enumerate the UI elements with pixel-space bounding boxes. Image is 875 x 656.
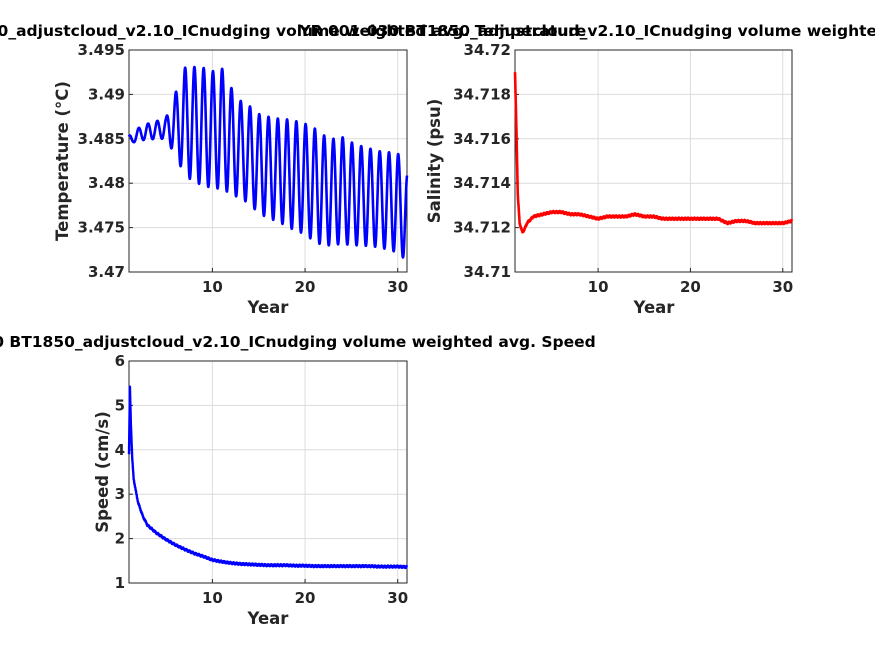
temperature-y-ticks: 3.47 3.475 3.48 3.485 3.49 3.495	[78, 41, 133, 281]
temperature-y-tick-label: 3.495	[78, 41, 125, 59]
temperature-x-tick-label: 30	[387, 278, 408, 296]
speed-x-tick-label: 10	[202, 589, 223, 607]
speed-x-ticks: 10 20 30	[202, 579, 408, 607]
salinity-x-tick-label: 20	[680, 278, 701, 296]
speed-grid	[129, 360, 407, 584]
salinity-y-tick-label: 34.714	[453, 174, 511, 192]
speed-y-tick-label: 3	[115, 485, 125, 503]
speed-x-label: Year	[247, 609, 290, 628]
temperature-y-label: Temperature (°C)	[53, 81, 72, 241]
salinity-title: YR 001-030 BT1850_adjustcloud_v2.10_ICnu…	[298, 22, 875, 40]
speed-y-tick-label: 1	[115, 574, 125, 592]
salinity-y-tick-label: 34.718	[453, 85, 511, 103]
speed-series-line	[127, 385, 409, 570]
temperature-plot-area	[128, 49, 408, 273]
temperature-y-tick-label: 3.48	[88, 174, 125, 192]
temperature-series-line	[127, 65, 409, 259]
salinity-y-tick-label: 34.71	[464, 263, 511, 281]
speed-y-tick-label: 6	[115, 352, 125, 370]
salinity-y-tick-label: 34.712	[453, 219, 511, 237]
speed-panel: YR 001-030 BT1850_adjustcloud_v2.10_ICnu…	[0, 333, 596, 628]
temperature-y-tick-label: 3.475	[78, 219, 125, 237]
temperature-x-label: Year	[247, 298, 290, 317]
salinity-grid	[515, 49, 792, 273]
temperature-y-tick-label: 3.485	[78, 130, 125, 148]
speed-y-tick-label: 2	[115, 530, 125, 548]
speed-y-tick-label: 4	[115, 441, 125, 459]
salinity-x-ticks: 10 20 30	[588, 268, 793, 296]
speed-plot-area	[128, 360, 408, 584]
salinity-plot-area	[514, 49, 793, 273]
salinity-y-ticks: 34.71 34.712 34.714 34.716 34.718 34.72	[453, 41, 519, 281]
salinity-x-tick-label: 30	[772, 278, 793, 296]
temperature-title: YR 001-030 BT1850_adjustcloud_v2.10_ICnu…	[0, 22, 586, 40]
salinity-x-tick-label: 10	[588, 278, 609, 296]
speed-title: YR 001-030 BT1850_adjustcloud_v2.10_ICnu…	[0, 333, 596, 351]
temperature-x-tick-label: 20	[295, 278, 316, 296]
speed-x-tick-label: 30	[387, 589, 408, 607]
temperature-x-ticks: 10 20 30	[202, 268, 408, 296]
salinity-y-label: Salinity (psu)	[425, 99, 444, 224]
salinity-y-tick-label: 34.72	[464, 41, 511, 59]
temperature-y-tick-label: 3.47	[88, 263, 125, 281]
speed-y-tick-label: 5	[115, 396, 125, 414]
salinity-panel: YR 001-030 BT1850_adjustcloud_v2.10_ICnu…	[298, 22, 875, 317]
salinity-series-line	[513, 72, 794, 234]
salinity-x-label: Year	[633, 298, 676, 317]
speed-x-tick-label: 20	[295, 589, 316, 607]
temperature-y-tick-label: 3.49	[88, 85, 125, 103]
temperature-x-tick-label: 10	[202, 278, 223, 296]
speed-y-label: Speed (cm/s)	[93, 411, 112, 533]
temperature-panel: YR 001-030 BT1850_adjustcloud_v2.10_ICnu…	[0, 22, 586, 317]
salinity-y-tick-label: 34.716	[453, 130, 511, 148]
